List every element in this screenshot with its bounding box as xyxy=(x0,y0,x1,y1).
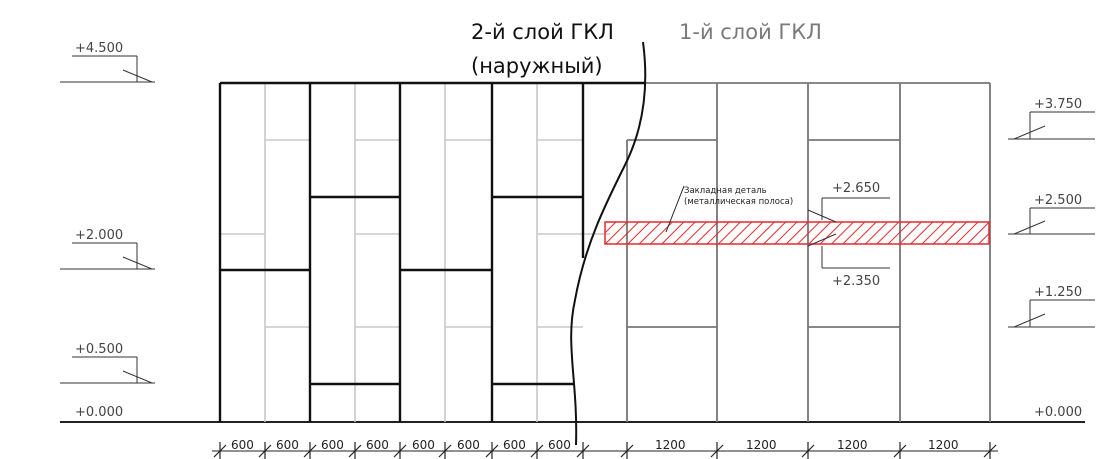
dim-600-8: 600 xyxy=(548,438,571,452)
embed-marks xyxy=(807,197,890,269)
break-line xyxy=(570,41,647,446)
left-elevation-3: +0.500 xyxy=(75,342,123,357)
right-elevation-4: +0.000 xyxy=(1034,405,1082,420)
dim-tick-1 xyxy=(213,444,227,458)
left-elevation-2: +2.000 xyxy=(75,228,123,243)
right-elevation-2: +2.500 xyxy=(1034,193,1082,208)
dim-tick-7 xyxy=(485,444,499,458)
dim-600-6: 600 xyxy=(457,438,480,452)
embed-leader xyxy=(665,185,685,233)
dim-tick-8 xyxy=(530,444,544,458)
embed-note-line1: Закладная деталь xyxy=(684,186,767,196)
left-elevation-1: +4.500 xyxy=(75,41,123,56)
dim-tick-10 xyxy=(620,444,634,458)
dim-1200-3: 1200 xyxy=(837,438,868,452)
layer1-title: 1-й слой ГКЛ xyxy=(679,20,822,44)
dim-tick-5 xyxy=(393,444,407,458)
right-elevation-1: +3.750 xyxy=(1034,97,1082,112)
dim-600-5: 600 xyxy=(412,438,435,452)
dim-tick-2 xyxy=(258,444,272,458)
dim-tick-13 xyxy=(893,444,907,458)
embed-bottom-mark: +2.350 xyxy=(832,274,880,289)
layer2-title: 2-й слой ГКЛ xyxy=(471,20,614,44)
embed-note-line2: (металлическая полоса) xyxy=(684,197,793,207)
dim-600-7: 600 xyxy=(503,438,526,452)
embedded-strip xyxy=(604,221,990,245)
right-elevation-marks xyxy=(1008,111,1095,328)
dim-tick-3 xyxy=(303,444,317,458)
dim-1200-4: 1200 xyxy=(928,438,959,452)
dim-tick-6 xyxy=(438,444,452,458)
layer2-subtitle: (наружный) xyxy=(471,54,603,78)
dim-tick-9 xyxy=(576,444,590,458)
dim-1200-2: 1200 xyxy=(746,438,777,452)
inner-layer-sheets xyxy=(626,82,991,422)
dim-600-1: 600 xyxy=(231,438,254,452)
embed-top-mark: +2.650 xyxy=(832,181,880,196)
outer-layer-seams xyxy=(220,83,610,422)
dim-600-4: 600 xyxy=(366,438,389,452)
outer-layer-sheets xyxy=(218,81,645,422)
dim-1200-1: 1200 xyxy=(655,438,686,452)
dim-tick-14 xyxy=(983,444,997,458)
dim-tick-11 xyxy=(710,444,724,458)
left-elevation-marks xyxy=(60,55,155,384)
left-elevation-4: +0.000 xyxy=(75,405,123,420)
dim-600-3: 600 xyxy=(321,438,344,452)
right-elevation-3: +1.250 xyxy=(1034,285,1082,300)
dimension-ticks xyxy=(213,442,997,459)
dim-tick-4 xyxy=(348,444,362,458)
dim-600-2: 600 xyxy=(276,438,299,452)
dim-tick-12 xyxy=(801,444,815,458)
